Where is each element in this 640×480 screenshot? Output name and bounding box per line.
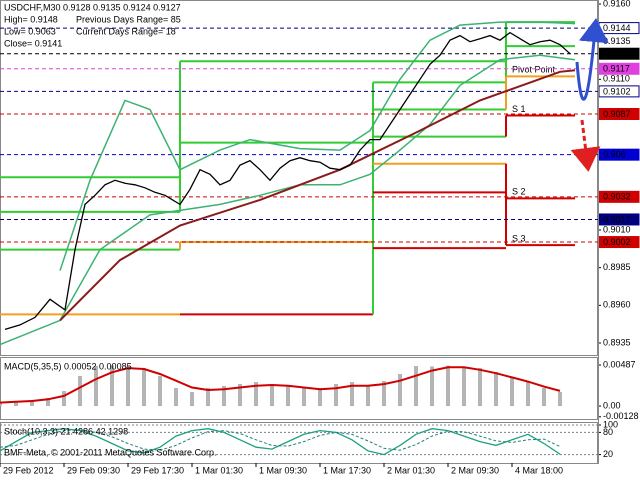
histogram-bar [14, 401, 18, 407]
info-text: High= 0.9148 [4, 14, 58, 24]
y-tick-label: 0.00487 [603, 359, 636, 369]
histogram-bar [78, 376, 82, 407]
main-plot: Pivot Point S 1 S 2 S 3 [0, 21, 598, 346]
histogram-bar [526, 382, 530, 407]
histogram-bar [334, 384, 338, 407]
histogram-bar [430, 366, 434, 407]
histogram-bar [542, 387, 546, 407]
y-tick-label: 0.9010 [603, 224, 631, 234]
macd-plot [0, 365, 562, 407]
y-tick-label: 0.8985 [603, 262, 631, 272]
price-label: 0.9144 [603, 23, 631, 33]
y-tick-label: 0.00 [603, 400, 621, 410]
pivot-label: S 3 [512, 233, 526, 243]
histogram-bar [142, 368, 146, 407]
price-label: 0.9117 [603, 64, 630, 74]
chart-title: USDCHF,M30 0.9128 0.9135 0.9124 0.9127 [4, 2, 181, 12]
series-line [0, 366, 561, 404]
series-line [4, 31, 571, 331]
x-tick-label: 29 Feb 09:30 [67, 465, 120, 475]
price-label: 0.9087 [603, 109, 631, 119]
y-tick-label: 0.9160 [603, 0, 631, 8]
histogram-bar [94, 366, 98, 407]
x-tick-label: 1 Mar 09:30 [259, 465, 307, 475]
histogram-bar [350, 382, 354, 407]
y-tick-label: 0.8960 [603, 300, 631, 310]
info-text: Current Days Range= 18 [76, 26, 176, 36]
histogram-bar [414, 366, 418, 407]
info-text: Low= 0.9063 [4, 26, 56, 36]
histogram-bar [174, 387, 178, 407]
x-tick-label: 29 Feb 17:30 [131, 465, 184, 475]
x-tick-label: 2 Mar 09:30 [451, 465, 499, 475]
x-tick-label: 4 Mar 18:00 [515, 465, 563, 475]
histogram-bar [462, 366, 466, 407]
macd-title: MACD(5,35,5) 0.00052 0.00085 [4, 361, 132, 371]
histogram-bar [238, 384, 242, 407]
histogram-bar [318, 387, 322, 407]
pivot-label: S 1 [512, 104, 526, 114]
y-tick-label: 0.9135 [603, 36, 631, 46]
price-label: 0.906 [603, 150, 626, 160]
y-tick-label: -0.00128 [603, 411, 639, 421]
histogram-bar [398, 374, 402, 407]
y-tick-label: 100 [603, 419, 618, 429]
histogram-bar [494, 371, 498, 407]
histogram-bar [126, 366, 130, 407]
histogram-bar [286, 385, 290, 407]
histogram-bar [158, 376, 162, 407]
histogram-bar [302, 387, 306, 407]
pivot-label: Pivot Point [512, 65, 556, 75]
x-tick-label: 29 Feb 2012 [3, 465, 54, 475]
series-line [0, 54, 576, 346]
info-text: Previous Days Range= 85 [76, 14, 181, 24]
histogram-bar [446, 365, 450, 407]
x-tick-label: 1 Mar 01:30 [195, 465, 243, 475]
histogram-bar [270, 384, 274, 407]
stoch-title: Stoch(10,3,3) 21.4286 42.1298 [4, 426, 128, 436]
histogram-bar [222, 385, 226, 407]
histogram-bar [190, 392, 194, 407]
forecast-arrow-down [570, 119, 601, 172]
x-tick-label: 1 Mar 17:30 [323, 465, 371, 475]
histogram-bar [558, 392, 562, 407]
stoch-plot [0, 424, 598, 456]
price-label: 0.9032 [603, 192, 631, 202]
series-line [59, 21, 576, 271]
series-line [0, 429, 561, 451]
price-label: 0.9017 [603, 214, 631, 224]
histogram-bar [110, 365, 114, 407]
y-tick-label: 0.8935 [603, 337, 631, 347]
histogram-bar [254, 382, 258, 407]
histogram-bar [30, 400, 34, 407]
histogram-bar [206, 387, 210, 407]
price-label: 0.9002 [603, 237, 631, 247]
histogram-bar [382, 380, 386, 407]
y-tick-label: 0.9110 [603, 74, 630, 84]
price-label: 0.9102 [603, 86, 631, 96]
histogram-bar [62, 391, 66, 407]
y-tick-label: 80 [603, 427, 613, 437]
info-text: Close= 0.9141 [4, 38, 62, 48]
histogram-bar [478, 368, 482, 407]
histogram-bar [0, 401, 2, 407]
copyright: BMF-Meta, © 2001-2011 MetaQuotes Softwar… [4, 447, 217, 457]
x-tick-label: 2 Mar 01:30 [387, 465, 435, 475]
forecast-arrow-up [575, 18, 609, 101]
histogram-bar [510, 377, 514, 407]
price-label: 0.9127 [603, 49, 631, 59]
histogram-bar [366, 385, 370, 407]
histogram-bar [46, 398, 50, 407]
pivot-label: S 2 [512, 187, 526, 197]
y-tick-label: 20 [603, 449, 613, 459]
